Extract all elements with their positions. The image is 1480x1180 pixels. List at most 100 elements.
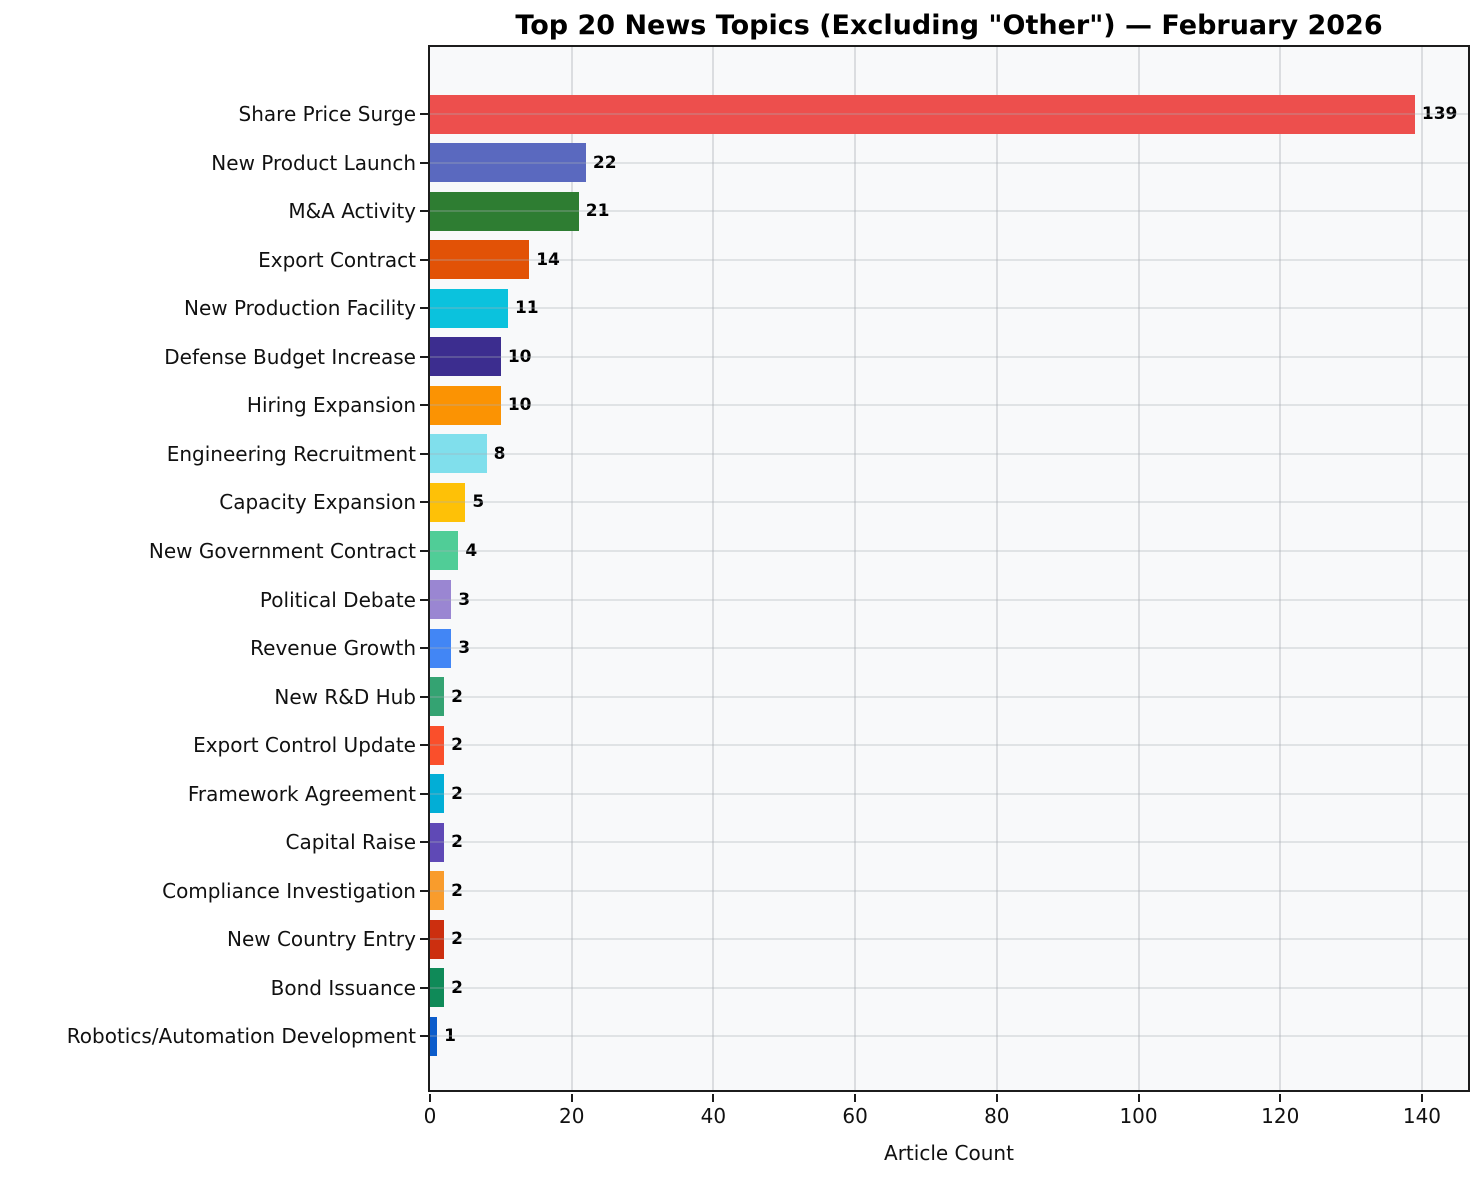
x-axis-tick-label: 140 — [1402, 1104, 1442, 1128]
y-axis-tick-mark — [420, 986, 428, 989]
bar — [430, 337, 501, 377]
horizontal-gridline — [430, 258, 1468, 261]
x-axis-title: Article Count — [884, 1141, 1014, 1165]
y-axis-category-label: Engineering Recruitment — [166, 441, 416, 466]
bar — [430, 531, 459, 571]
x-axis-tick-mark — [712, 1094, 715, 1102]
vertical-gridline — [712, 47, 715, 1090]
horizontal-gridline — [430, 501, 1468, 504]
vertical-gridline — [1420, 47, 1423, 1090]
y-axis-category-label: Hiring Expansion — [246, 393, 416, 418]
x-axis-tick-label: 20 — [558, 1104, 585, 1128]
y-axis-category-label: Political Debate — [259, 587, 416, 612]
y-axis-tick-mark — [420, 598, 428, 601]
bar — [430, 434, 487, 474]
y-axis-category-label: New Country Entry — [226, 927, 416, 952]
x-axis-tick-mark — [570, 1094, 573, 1102]
horizontal-gridline — [430, 355, 1468, 358]
x-axis-tick-label: 40 — [700, 1104, 727, 1128]
x-axis-tick-label: 0 — [423, 1104, 437, 1128]
bar — [430, 822, 445, 862]
bar — [430, 919, 445, 959]
bar — [430, 968, 445, 1008]
horizontal-gridline — [430, 598, 1468, 601]
y-axis-tick-mark — [420, 647, 428, 650]
bar — [430, 1016, 438, 1056]
y-axis-category-label: Share Price Surge — [238, 102, 416, 126]
bar-value-label: 2 — [451, 832, 463, 853]
vertical-gridline — [854, 47, 857, 1090]
x-axis-tick-labels: 0 20 40 60 80 100 120 140 — [424, 1104, 1468, 1132]
bar — [430, 580, 452, 619]
y-axis-tick-mark — [420, 1035, 428, 1038]
vertical-gridline — [570, 47, 573, 1090]
horizontal-gridline — [430, 938, 1468, 941]
y-axis-category-label: New Production Facility — [183, 296, 416, 321]
bar — [430, 385, 501, 425]
y-axis-category-label: Defense Budget Increase — [164, 344, 416, 369]
y-axis-category-label: New Product Launch — [211, 150, 416, 175]
x-axis-tick-mark — [995, 1094, 998, 1102]
y-axis-category-label: Revenue Growth — [250, 636, 416, 661]
horizontal-gridline — [430, 792, 1468, 795]
y-axis-category-label: Bond Issuance — [270, 975, 416, 1000]
y-axis-tick-mark — [420, 501, 428, 504]
bar-value-label: 4 — [465, 540, 478, 561]
vertical-gridline — [1137, 47, 1140, 1090]
horizontal-gridline — [430, 841, 1468, 844]
bar-value-label: 10 — [507, 395, 532, 416]
x-axis-tick-mark — [429, 1094, 431, 1102]
bar-value-label: 2 — [451, 783, 463, 804]
horizontal-gridline — [430, 113, 1468, 115]
y-axis-tick-mark — [420, 549, 428, 552]
bar — [430, 677, 445, 717]
bar — [430, 871, 445, 911]
vertical-gridline — [995, 47, 998, 1090]
horizontal-gridline — [430, 647, 1468, 650]
y-axis-tick-mark — [420, 938, 428, 941]
x-axis-tick-mark — [1279, 1094, 1282, 1102]
y-axis-tick-mark — [420, 889, 428, 892]
y-axis-tick-mark — [420, 161, 428, 164]
x-axis-tick-mark — [1137, 1094, 1140, 1102]
y-axis-category-label: M&A Activity — [288, 199, 416, 224]
horizontal-gridline — [430, 695, 1468, 698]
y-axis-tick-mark — [420, 355, 428, 358]
bar — [430, 482, 466, 522]
y-axis-category-label: Compliance Investigation — [162, 878, 416, 903]
y-axis-tick-mark — [420, 210, 428, 213]
bar — [430, 725, 445, 765]
horizontal-gridline — [430, 1035, 1468, 1038]
bar-value-label: 139 — [1421, 104, 1458, 124]
y-axis-tick-mark — [420, 744, 428, 747]
y-axis-tick-mark — [420, 452, 428, 455]
bar-value-label: 22 — [592, 152, 617, 173]
bar — [430, 288, 508, 328]
bar-value-label: 2 — [451, 735, 463, 756]
y-axis-category-label: Export Contract — [258, 247, 416, 272]
y-axis-tick-mark — [420, 307, 428, 310]
y-axis-tick-mark — [420, 841, 428, 844]
y-axis-category-label: Capacity Expansion — [219, 490, 416, 515]
bar-value-label: 14 — [536, 249, 560, 270]
horizontal-gridline — [430, 549, 1468, 552]
horizontal-gridline — [430, 307, 1468, 310]
y-axis-tick-mark — [420, 404, 428, 407]
y-axis-tick-mark — [420, 113, 428, 115]
chart-title: Top 20 News Topics (Excluding "Other") —… — [515, 10, 1383, 41]
bar — [430, 143, 586, 183]
y-axis-category-label: Capital Raise — [285, 830, 416, 855]
y-axis-category-label: Export Control Update — [193, 733, 416, 758]
bar-value-label: 2 — [451, 880, 463, 901]
bar — [430, 191, 579, 231]
bar — [430, 94, 1415, 134]
y-axis-category-label: Framework Agreement — [187, 781, 416, 806]
bar-value-label: 3 — [458, 638, 471, 659]
y-axis-category-label: New Government Contract — [148, 538, 416, 563]
bar-value-label: 1 — [444, 1026, 456, 1047]
horizontal-gridline — [430, 210, 1468, 213]
bar-value-label: 2 — [451, 686, 463, 707]
horizontal-gridline — [430, 744, 1468, 747]
horizontal-gridline — [430, 889, 1468, 892]
